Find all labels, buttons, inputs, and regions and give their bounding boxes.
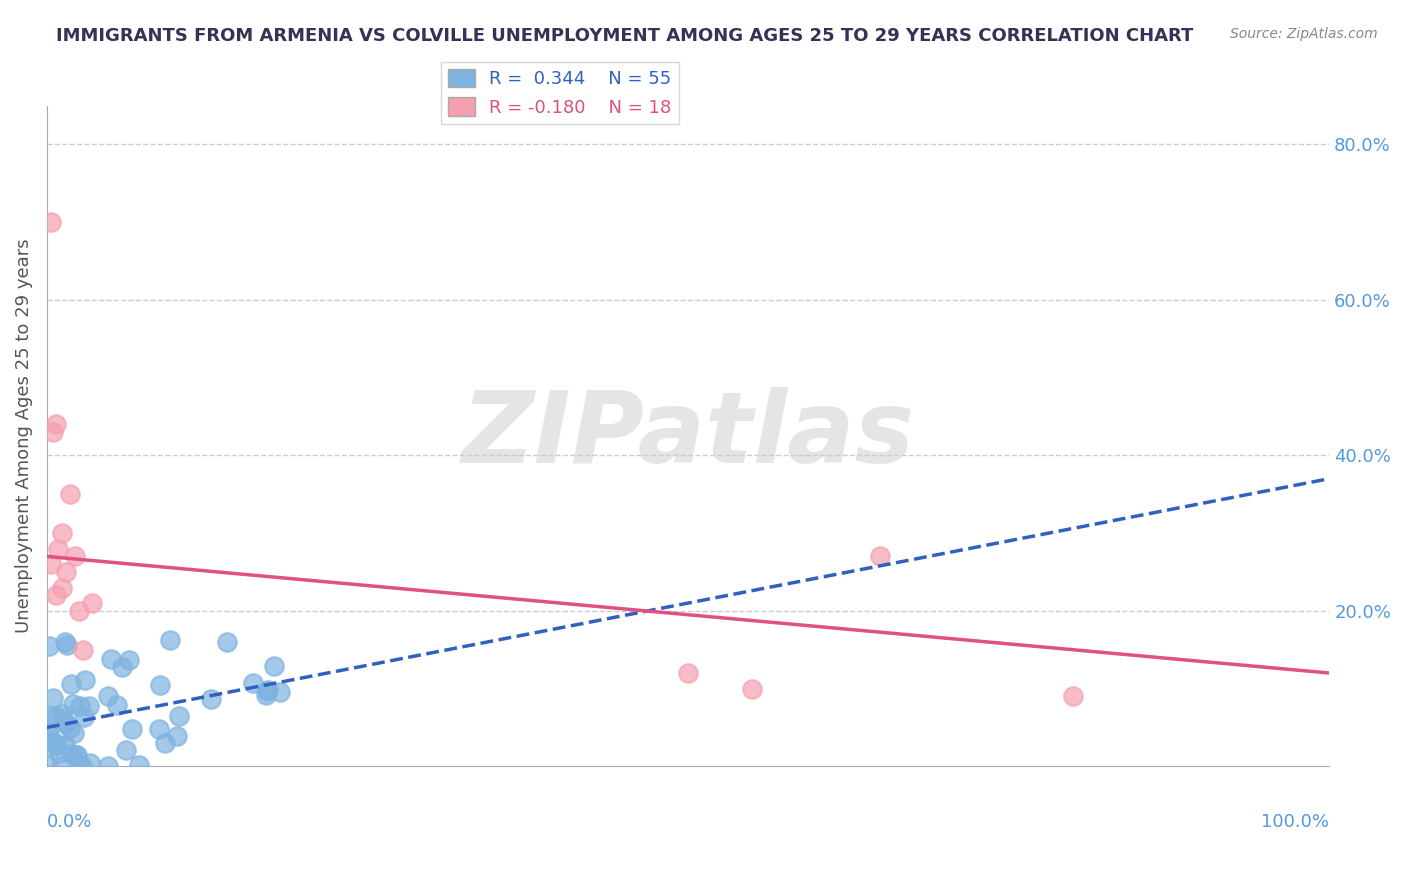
Point [42,425,65,439]
Point [69,699,91,714]
Point [97,689,120,703]
Point [53,738,76,752]
Point [257,683,280,698]
Point [38,727,60,741]
Point [159,632,181,647]
Point [242,676,264,690]
Text: Source: ZipAtlas.com: Source: ZipAtlas.com [1230,27,1378,41]
Point [45,708,67,723]
Point [269,685,291,699]
Point [55,717,77,731]
Point [79,756,101,770]
Point [60,677,83,691]
Point [63,726,86,740]
Point [39,558,62,572]
Point [148,722,170,736]
Point [166,729,188,743]
Point [73,673,96,688]
Point [200,691,222,706]
Point [45,738,67,752]
Point [114,743,136,757]
Point [53,635,76,649]
Point [41,739,63,754]
Point [676,666,699,681]
Point [37,725,59,739]
Point [97,759,120,773]
Text: ZIPatlas: ZIPatlas [461,387,915,484]
Point [48,541,70,556]
Point [263,659,285,673]
Point [63,549,86,564]
Point [149,678,172,692]
Point [67,604,90,618]
Point [42,690,65,705]
Point [51,581,73,595]
Point [39,215,62,229]
Point [167,708,190,723]
Point [60,747,83,761]
Point [65,747,87,762]
Point [153,736,176,750]
Text: IMMIGRANTS FROM ARMENIA VS COLVILLE UNEMPLOYMENT AMONG AGES 25 TO 29 YEARS CORRE: IMMIGRANTS FROM ARMENIA VS COLVILLE UNEM… [56,27,1194,45]
Point [80,596,103,610]
Legend: R =  0.344    N = 55, R = -0.180    N = 18: R = 0.344 N = 55, R = -0.180 N = 18 [440,62,679,124]
Point [118,652,141,666]
Point [51,526,73,541]
Point [48,746,70,760]
Point [100,652,122,666]
Point [72,642,94,657]
Point [56,638,79,652]
Point [72,759,94,773]
Point [37,759,59,773]
Point [38,639,60,653]
Point [41,734,63,748]
Text: 0.0%: 0.0% [46,813,93,830]
Point [55,565,77,579]
Point [215,635,238,649]
Point [1062,690,1084,704]
Point [105,698,128,712]
Text: 100.0%: 100.0% [1261,813,1329,830]
Point [72,710,94,724]
Point [53,714,76,729]
Point [741,681,763,696]
Y-axis label: Unemployment Among Ages 25 to 29 years: Unemployment Among Ages 25 to 29 years [15,238,32,633]
Point [59,721,82,735]
Point [121,723,143,737]
Point [62,698,84,712]
Point [65,747,87,762]
Point [110,659,132,673]
Point [128,757,150,772]
Point [254,688,277,702]
Point [67,758,90,772]
Point [51,706,73,721]
Point [45,417,67,432]
Point [45,588,67,602]
Point [51,759,73,773]
Point [256,684,278,698]
Point [869,549,891,564]
Point [39,709,62,723]
Point [59,487,82,501]
Point [77,698,100,713]
